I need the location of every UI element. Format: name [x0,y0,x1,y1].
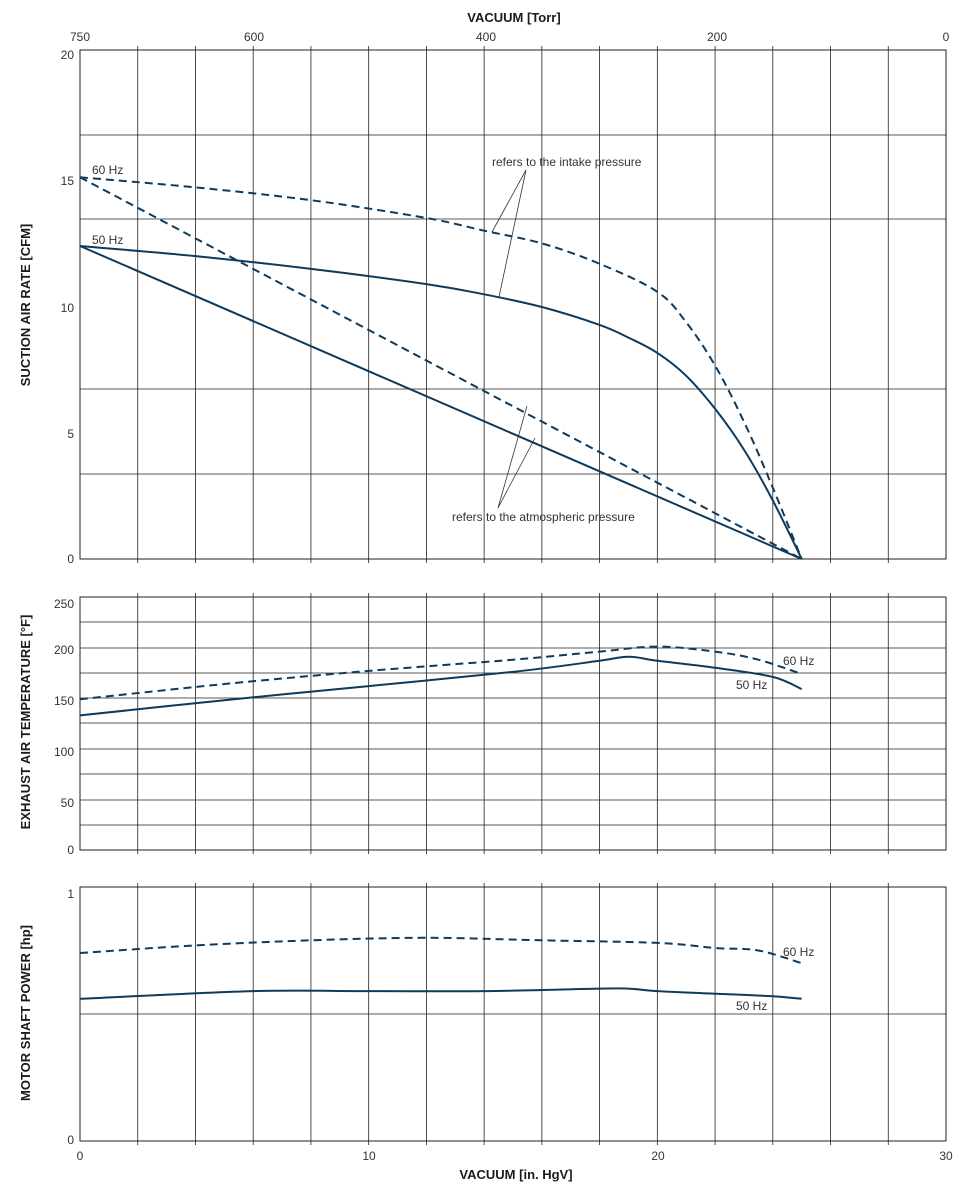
bottom-tick-30: 30 [939,1149,953,1163]
plot-frame [79,49,947,560]
y-tick-label: 50 [61,796,75,810]
power-label-50hz: 50 Hz [736,999,767,1013]
bottom-tick-20: 20 [651,1149,665,1163]
y-tick-label: 0 [67,843,74,857]
y-tick-label: 15 [61,174,75,188]
motor-shaft-power-panel: 10 [67,883,947,1147]
y-tick-label: 10 [61,301,75,315]
series-line-50hz-curve-1 [79,655,803,717]
top-tick-600: 600 [244,30,264,44]
y-tick-label: 1 [67,887,74,901]
motor-power-axis-title: MOTOR SHAFT POWER [hp] [18,925,33,1101]
suction-air-rate-panel: 20 15 10 5 0 [61,46,947,566]
suction-label-50hz: 50 Hz [92,233,123,247]
series-line-50hz-curve-1 [79,987,802,1000]
top-tick-750: 750 [70,30,90,44]
bottom-tick-0: 0 [77,1149,84,1163]
series-line-60hz-curve-1 [79,176,803,560]
atmospheric-pressure-note: refers to the atmospheric pressure [452,510,635,524]
y-tick-label: 100 [54,745,74,759]
top-tick-0: 0 [943,30,950,44]
series-line-50hz-curve-2 [79,245,803,560]
series-line-60hz-curve-0 [79,176,803,560]
exhaust-air-temperature-panel: 250 200 150 100 50 0 [54,593,947,857]
y-tick-label: 200 [54,643,74,657]
y-tick-label: 20 [61,48,75,62]
suction-air-rate-axis-title: SUCTION AIR RATE [CFM] [18,224,33,386]
exhaust-temperature-axis-title: EXHAUST AIR TEMPERATURE [°F] [18,615,33,830]
series-line-60hz-curve-0 [79,936,802,965]
atmospheric-leader-lines [497,405,536,509]
y-tick-label: 5 [67,427,74,441]
bottom-axis-title: VACUUM [in. HgV] [459,1167,572,1182]
suction-label-60hz: 60 Hz [92,163,123,177]
top-tick-200: 200 [707,30,727,44]
y-tick-label: 250 [54,597,74,611]
series-line-60hz-curve-0 [79,645,803,701]
intake-pressure-note: refers to the intake pressure [492,155,642,169]
top-axis-title: VACUUM [Torr] [467,10,560,25]
bottom-tick-10: 10 [362,1149,376,1163]
power-label-60hz: 60 Hz [783,945,814,959]
top-tick-400: 400 [476,30,496,44]
series-line-50hz-curve-3 [79,245,803,560]
intake-leader-lines [491,169,527,298]
y-tick-label: 0 [67,552,74,566]
y-tick-label: 150 [54,694,74,708]
temperature-label-60hz: 60 Hz [783,654,814,668]
y-tick-label: 0 [67,1133,74,1147]
plot-frame [79,596,947,851]
temperature-label-50hz: 50 Hz [736,678,767,692]
